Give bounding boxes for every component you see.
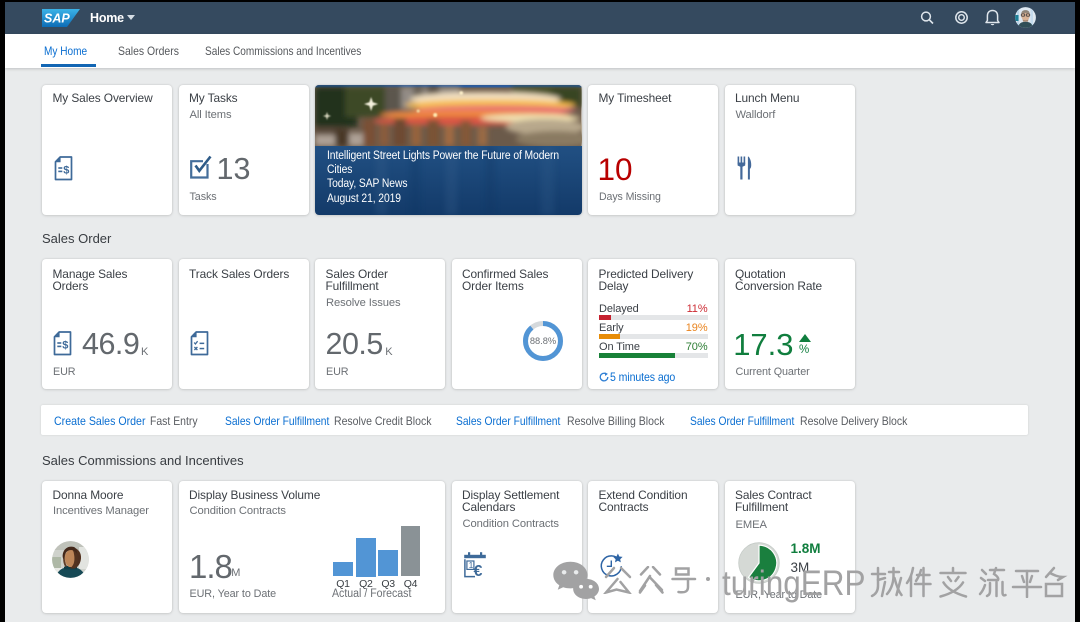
svg-text:$: $: [62, 340, 68, 352]
svg-text:SAP: SAP: [44, 12, 70, 26]
svg-text:1: 1: [468, 560, 473, 570]
svg-text:88.8%: 88.8%: [529, 336, 555, 346]
svg-text:€: €: [473, 563, 482, 578]
svg-text:$: $: [63, 165, 69, 177]
